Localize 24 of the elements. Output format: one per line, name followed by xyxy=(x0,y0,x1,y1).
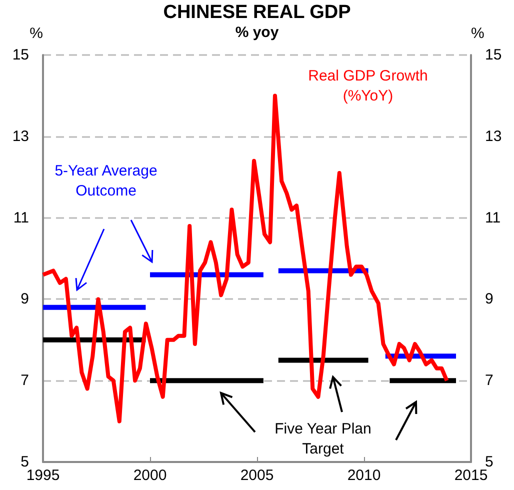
x-tick-label: 1995 xyxy=(26,467,60,484)
annotation: 5-Year Average Outcome xyxy=(54,162,158,200)
x-tick-label: 2010 xyxy=(347,467,381,484)
text: Real GDP Growth (%YoY) xyxy=(308,68,428,104)
y2-tick-label: 11 xyxy=(485,209,501,226)
y2-tick-label: 7 xyxy=(485,372,494,390)
y2-tick-label: 9 xyxy=(485,290,494,308)
y-tick-label: 11 xyxy=(13,209,29,226)
y-tick-label: 9 xyxy=(20,290,29,308)
y-axis-title: % xyxy=(30,25,43,42)
y-tick-label: 15 xyxy=(12,46,29,64)
x-tick-label: 2005 xyxy=(240,467,274,484)
y2-axis-title: % xyxy=(471,25,484,42)
y-tick-label: 13 xyxy=(12,128,29,145)
y-tick-label: 5 xyxy=(20,454,29,470)
x-tick-label: 2000 xyxy=(133,467,167,484)
y-tick-label: 7 xyxy=(20,372,29,390)
y2-tick-label: 5 xyxy=(485,454,494,470)
y2-tick-label: 15 xyxy=(485,46,502,64)
x-tick-label: 2015 xyxy=(454,467,488,484)
y2-tick-label: 13 xyxy=(485,128,502,145)
chart-subtitle: % yoy xyxy=(235,24,280,41)
annotation: Five Year Plan Target xyxy=(274,420,372,458)
chart-title: CHINESE REAL GDP xyxy=(163,2,352,23)
